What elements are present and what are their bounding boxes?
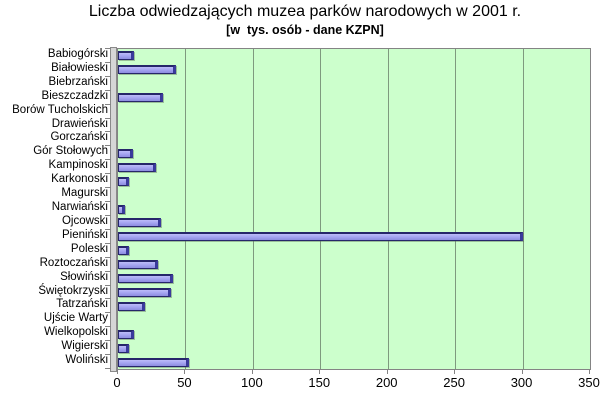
y-label-borów-tucholskich: Borów Tucholskich (12, 103, 108, 116)
y-axis-tick (105, 228, 111, 230)
y-axis-tick (105, 201, 111, 203)
bar-białowieski (118, 65, 176, 75)
x-axis-tick-100 (251, 369, 253, 374)
gridline-x-100 (252, 49, 254, 369)
y-label-babiogórski: Babiogórski (47, 48, 108, 60)
x-label-250: 250 (443, 375, 465, 390)
x-label-350: 350 (578, 375, 600, 390)
bar-słowiński (118, 274, 174, 284)
y-label-drawieński: Drawieński (51, 117, 108, 130)
bar-kampinoski (118, 162, 156, 172)
y-axis-tick (105, 131, 111, 133)
x-axis-tick-300 (521, 369, 523, 374)
y-axis-tick (105, 354, 111, 356)
y-label-tatrzański: Tatrzański (56, 298, 108, 311)
y-label-woliński: Woliński (65, 354, 108, 367)
y-axis-tick (105, 312, 111, 314)
y-label-karkonoski: Karkonoski (51, 173, 108, 186)
gridline-x-200 (387, 49, 389, 369)
y-axis-tick (105, 89, 111, 91)
gridline-x-150 (320, 49, 322, 369)
gridline-x-50 (185, 49, 187, 369)
y-axis-tick (105, 48, 111, 49)
y-label-narwiański: Narwiański (51, 201, 108, 214)
y-label-ujście-warty: Ujście Warty (43, 312, 108, 325)
x-label-50: 50 (177, 375, 192, 390)
y-axis-tick (105, 103, 111, 105)
x-axis-tick-150 (319, 369, 321, 374)
y-axis-tick (105, 326, 111, 328)
y-label-białowieski: Białowieski (51, 61, 108, 74)
y-label-pieniński: Pieniński (61, 228, 108, 241)
y-label-ojcowski: Ojcowski (61, 214, 108, 227)
bar-woliński (118, 357, 190, 367)
bar-bieszczadzki (118, 93, 163, 103)
y-label-wigierski: Wigierski (61, 340, 108, 353)
bar-świętokrzyski (118, 287, 171, 297)
gridline-x-250 (455, 49, 457, 369)
y-axis-tick (105, 173, 111, 175)
y-axis-tick (105, 242, 111, 244)
bar-tatrzański (118, 301, 145, 311)
bar-karkonoski (118, 176, 129, 186)
chart-title: Liczba odwiedzających muzea parków narod… (88, 3, 522, 20)
y-label-gór-stołowych: Gór Stołowych (33, 145, 108, 158)
y-label-gorczański: Gorczański (50, 131, 108, 144)
y-axis-tick (105, 75, 111, 77)
gridline-x-300 (522, 49, 524, 369)
y-label-wielkopolski: Wielkopolski (44, 326, 108, 339)
y-label-poleski: Poleski (70, 242, 108, 255)
x-axis-tick-250 (454, 369, 456, 374)
x-axis-tick-350 (589, 369, 590, 374)
y-axis-tick (105, 117, 111, 119)
bar-wigierski (118, 343, 129, 353)
y-axis-tick (105, 298, 111, 300)
y-axis-tick (105, 284, 111, 286)
y-axis-tick (105, 256, 111, 258)
y-axis-tick (105, 270, 111, 272)
bar-wielkopolski (118, 329, 135, 339)
y-label-roztoczański: Roztoczański (39, 256, 108, 269)
bar-ojcowski (118, 218, 162, 228)
y-axis-tick (105, 159, 111, 161)
y-axis-tick (105, 368, 111, 369)
axis-wall (110, 47, 117, 372)
x-label-150: 150 (308, 375, 331, 390)
bar-poleski (118, 246, 129, 256)
y-label-magurski: Magurski (61, 187, 108, 200)
bar-gór-stołowych (118, 148, 133, 158)
y-label-biebrzański: Biebrzański (48, 75, 108, 88)
y-label-świętokrzyski: Świętokrzyski (38, 284, 108, 297)
x-label-200: 200 (375, 375, 398, 390)
x-axis-tick-200 (386, 369, 388, 374)
bar-babiogórski (118, 51, 135, 61)
x-label-300: 300 (510, 375, 533, 390)
y-axis-tick (105, 145, 111, 147)
bar-roztoczański (118, 260, 159, 270)
bar-narwiański (118, 204, 125, 214)
x-label-0: 0 (113, 375, 121, 390)
x-axis-tick-50 (184, 369, 186, 374)
plot-area (117, 48, 591, 370)
bar-pieniński (118, 232, 523, 242)
y-label-słowiński: Słowiński (60, 270, 108, 283)
chart-subtitle: [w tys. osób - dane KZPN] (226, 23, 384, 37)
y-label-kampinoski: Kampinoski (48, 159, 108, 172)
y-axis-tick (105, 187, 111, 189)
x-axis-tick-0 (117, 369, 118, 374)
y-axis-tick (105, 340, 111, 342)
x-label-100: 100 (240, 375, 263, 390)
y-axis-tick (105, 61, 111, 63)
y-axis-tick (105, 214, 111, 216)
y-label-bieszczadzki: Bieszczadzki (41, 89, 108, 102)
